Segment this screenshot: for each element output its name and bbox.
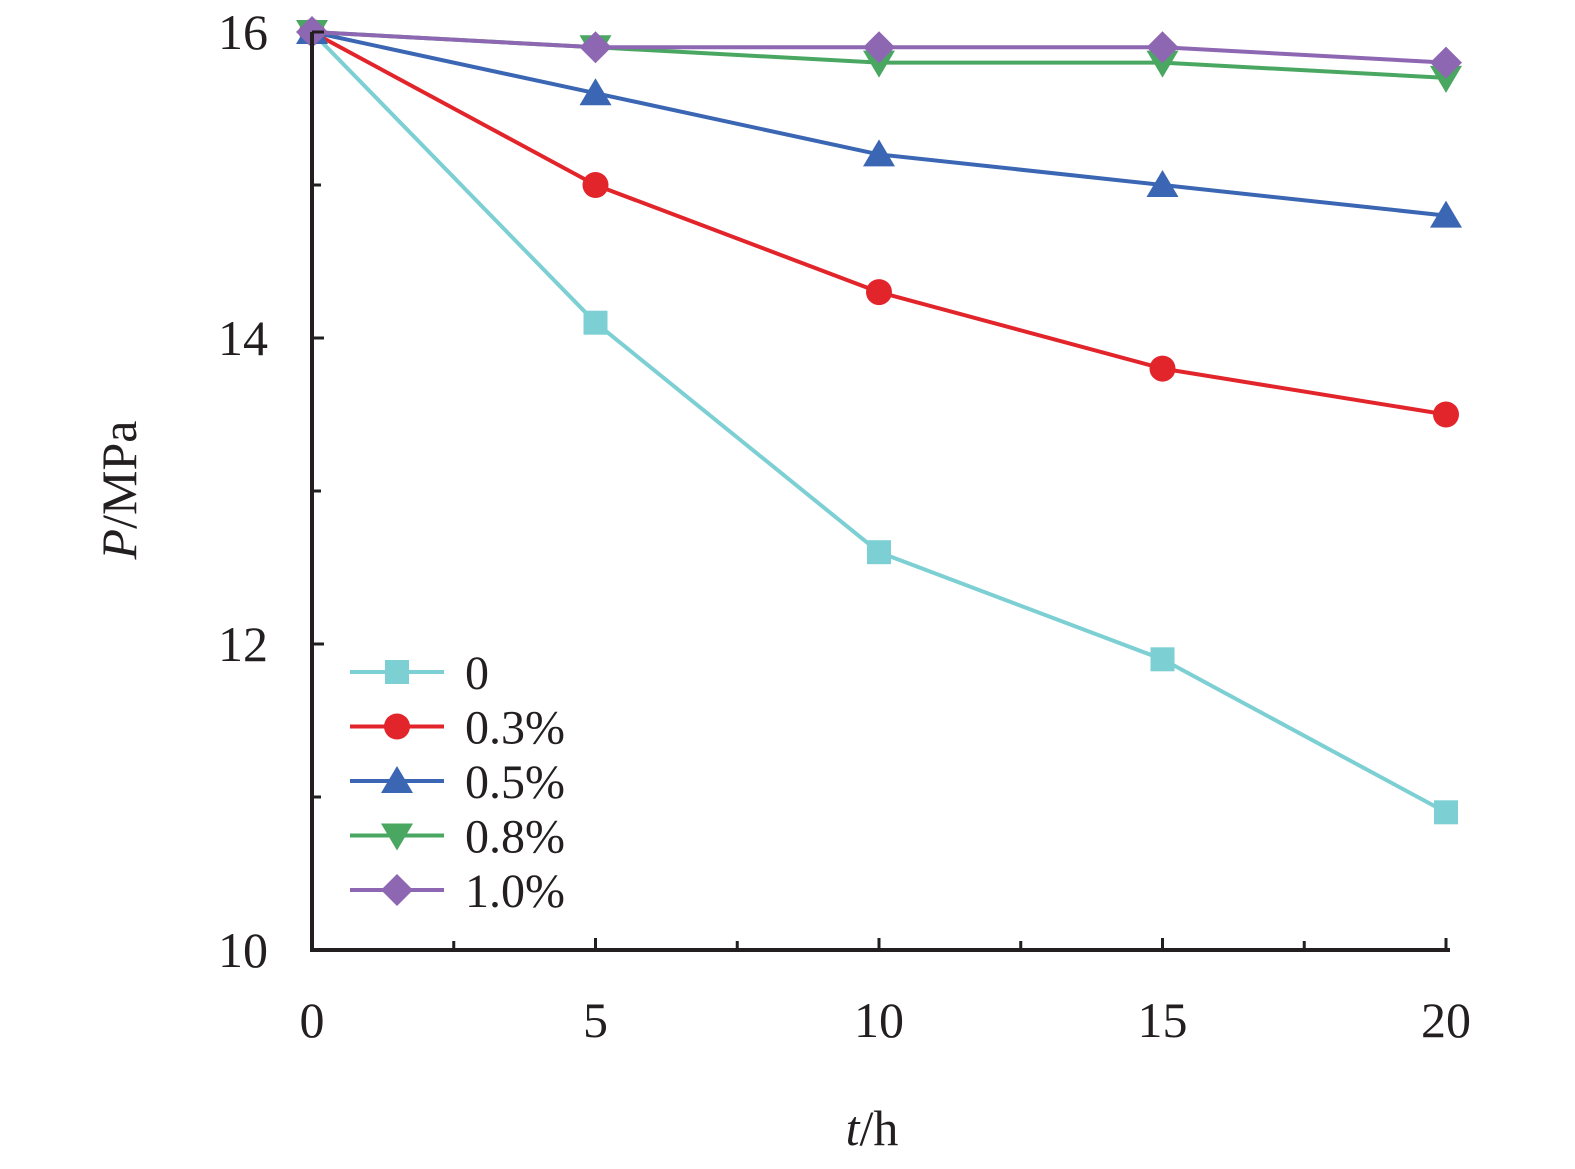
y-axis-title-symbol: P <box>91 529 147 561</box>
legend-item: 0.8% <box>350 811 565 864</box>
x-axis-title: t/h <box>846 1100 899 1156</box>
data-point <box>1430 200 1462 228</box>
legend-item: 0.3% <box>350 702 565 755</box>
legend-label: 0.8% <box>465 811 565 864</box>
data-point <box>583 310 608 335</box>
data-point <box>579 78 612 106</box>
data-point <box>1149 355 1176 382</box>
data-point <box>1150 647 1175 672</box>
x-tick-label: 15 <box>1138 992 1188 1048</box>
legend-marker <box>384 713 410 740</box>
data-point <box>863 50 895 78</box>
x-tick-label: 0 <box>300 992 325 1048</box>
data-point <box>863 31 895 64</box>
series-2 <box>299 19 1459 428</box>
data-point <box>582 172 609 198</box>
series-5 <box>296 16 1462 79</box>
tick-label-layer: 0 5 10 15 20 10 12 14 16 <box>218 4 1471 1048</box>
legend-label: 1.0% <box>465 865 565 918</box>
series-1 <box>300 20 1458 825</box>
legend: 00.3%0.5%0.8%1.0% <box>350 647 565 918</box>
y-tick-label: 14 <box>218 310 268 366</box>
data-point <box>1146 50 1179 78</box>
legend-marker <box>381 766 413 793</box>
series-layer <box>296 16 1462 825</box>
y-axis-title: P/MPa <box>91 421 147 561</box>
y-tick-label: 10 <box>218 922 268 978</box>
legend-label: 0.5% <box>465 756 565 809</box>
x-axis-title-symbol: t <box>846 1100 861 1156</box>
x-axis-title-unit: /h <box>860 1100 899 1156</box>
x-tick-label: 10 <box>854 992 904 1048</box>
data-point <box>1146 31 1179 64</box>
x-tick-label: 20 <box>1421 992 1471 1048</box>
legend-marker <box>381 874 413 906</box>
data-point <box>1433 401 1459 428</box>
legend-item: 1.0% <box>350 865 565 918</box>
ticks-layer <box>312 30 1448 950</box>
data-point <box>1434 800 1458 825</box>
legend-label: 0 <box>465 647 489 700</box>
legend-label: 0.3% <box>465 702 565 755</box>
data-point <box>867 540 891 565</box>
data-point <box>863 139 895 167</box>
y-tick-label: 16 <box>218 4 268 60</box>
legend-item: 0.5% <box>350 756 565 809</box>
data-point <box>579 31 612 64</box>
series-line <box>311 30 1447 417</box>
legend-marker <box>385 660 409 684</box>
legend-item: 0 <box>350 647 489 700</box>
legend-marker <box>381 823 413 851</box>
x-tick-label: 5 <box>583 992 608 1048</box>
y-tick-label: 12 <box>218 616 268 672</box>
data-point <box>1430 65 1462 93</box>
data-point <box>1430 46 1462 79</box>
data-point <box>866 279 892 306</box>
data-point <box>1146 170 1179 197</box>
y-axis-title-unit: /MPa <box>91 421 147 529</box>
